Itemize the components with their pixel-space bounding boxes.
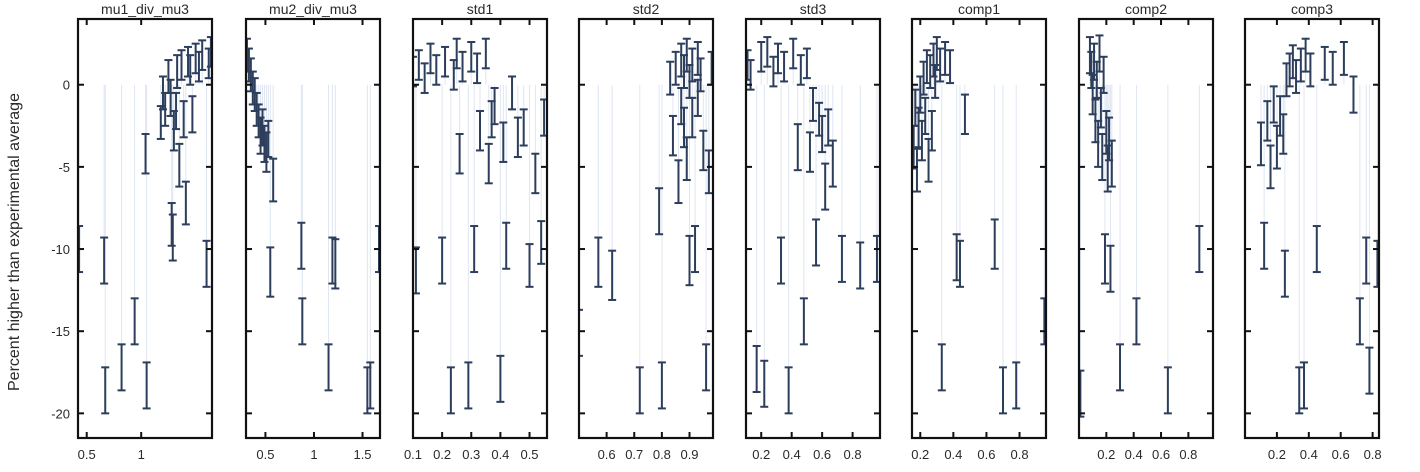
panel-frame bbox=[1243, 17, 1381, 440]
panel-marks bbox=[579, 37, 713, 415]
panel-frame bbox=[76, 17, 214, 440]
y-tick-label: -20 bbox=[51, 406, 70, 421]
panel-frame bbox=[910, 17, 1048, 440]
panel-title: std3 bbox=[800, 1, 827, 17]
x-tick-label: 0.9 bbox=[680, 447, 698, 462]
x-tick-label: 1.5 bbox=[353, 447, 371, 462]
panel-marks bbox=[1256, 37, 1379, 415]
panel-title: comp3 bbox=[1291, 1, 1333, 17]
panel-mu2_div_mu3: 0.5 1 1.5 mu2_div_mu3 bbox=[244, 1, 382, 462]
x-tick-label: 0.2 bbox=[911, 447, 929, 462]
x-tick-label: 0.4 bbox=[783, 447, 801, 462]
panel-comp2: 0.2 0.4 0.6 0.8 comp2 bbox=[1077, 1, 1215, 462]
panel-marks bbox=[1079, 34, 1204, 418]
x-tick-label: 1 bbox=[138, 447, 145, 462]
x-tick-label: 0.6 bbox=[813, 447, 831, 462]
x-tick-label: 0.4 bbox=[944, 447, 962, 462]
panel-marks bbox=[78, 36, 212, 415]
x-tick-label: 0.8 bbox=[844, 447, 862, 462]
y-tick-label: -15 bbox=[51, 324, 70, 339]
x-tick-label: 0.4 bbox=[491, 447, 509, 462]
x-tick-label: 0.2 bbox=[433, 447, 451, 462]
panel-frame bbox=[411, 17, 549, 440]
x-tick-label: 0.3 bbox=[462, 447, 480, 462]
y-tick-label: 0 bbox=[63, 78, 70, 93]
x-tick-label: 0.6 bbox=[1332, 447, 1350, 462]
x-tick-label: 0.8 bbox=[1364, 447, 1382, 462]
panel-frame bbox=[1077, 17, 1215, 440]
panel-marks bbox=[746, 36, 880, 415]
x-tick-label: 0.1 bbox=[404, 447, 422, 462]
panel-title: comp2 bbox=[1125, 1, 1167, 17]
panel-comp1: 0.2 0.4 0.6 0.8 comp1 bbox=[910, 1, 1048, 462]
x-tick-label: 0.6 bbox=[1152, 447, 1170, 462]
x-tick-label: 0.5 bbox=[520, 447, 538, 462]
panel-marks bbox=[413, 37, 547, 415]
panel-std1: 0.1 0.2 0.3 0.4 0.5 std1 bbox=[404, 1, 549, 462]
panel-std3: 0.2 0.4 0.6 0.8 std3 bbox=[744, 1, 882, 462]
x-tick-label: 0.2 bbox=[752, 447, 770, 462]
panel-frame bbox=[744, 17, 882, 440]
x-tick-label: 0.4 bbox=[1125, 447, 1143, 462]
x-tick-label: 0.6 bbox=[598, 447, 616, 462]
y-tick-label: -5 bbox=[58, 160, 70, 175]
x-tick-label: 0.7 bbox=[625, 447, 643, 462]
x-tick-label: 0.5 bbox=[78, 447, 96, 462]
panel-title: std2 bbox=[633, 1, 660, 17]
x-tick-label: 0.8 bbox=[1179, 447, 1197, 462]
y-axis-label: Percent higher than experimental average bbox=[6, 93, 23, 391]
x-tick-label: 0.8 bbox=[1010, 447, 1028, 462]
panel-frame bbox=[577, 17, 715, 440]
x-tick-label: 0.8 bbox=[653, 447, 671, 462]
y-tick-label: -10 bbox=[51, 242, 70, 257]
panel-title: std1 bbox=[467, 1, 494, 17]
panel-mu1_div_mu3: 0 -5 -10 -15 -20 0.5 1 mu1_div_mu3 bbox=[51, 1, 214, 462]
x-tick-label: 0.2 bbox=[1268, 447, 1286, 462]
x-tick-label: 0.6 bbox=[977, 447, 995, 462]
x-tick-label: 0.4 bbox=[1300, 447, 1318, 462]
panel-comp3: 0.2 0.4 0.6 0.8 comp3 bbox=[1243, 1, 1382, 462]
panel-title: comp1 bbox=[958, 1, 1000, 17]
panel-frame bbox=[244, 17, 382, 440]
panel-marks bbox=[246, 37, 380, 415]
panel-marks bbox=[912, 36, 1046, 415]
panel-std2: 0.6 0.7 0.8 0.9 std2 bbox=[577, 1, 715, 462]
x-tick-label: 1 bbox=[310, 447, 317, 462]
x-tick-label: 0.5 bbox=[256, 447, 274, 462]
x-tick-label: 0.2 bbox=[1097, 447, 1115, 462]
panel-title: mu2_div_mu3 bbox=[269, 1, 357, 17]
panel-title: mu1_div_mu3 bbox=[101, 1, 189, 17]
panels: 0 -5 -10 -15 -20 0.5 1 mu1_div_mu3 0.5 1 1.5 mu2_di… bbox=[51, 1, 1381, 462]
